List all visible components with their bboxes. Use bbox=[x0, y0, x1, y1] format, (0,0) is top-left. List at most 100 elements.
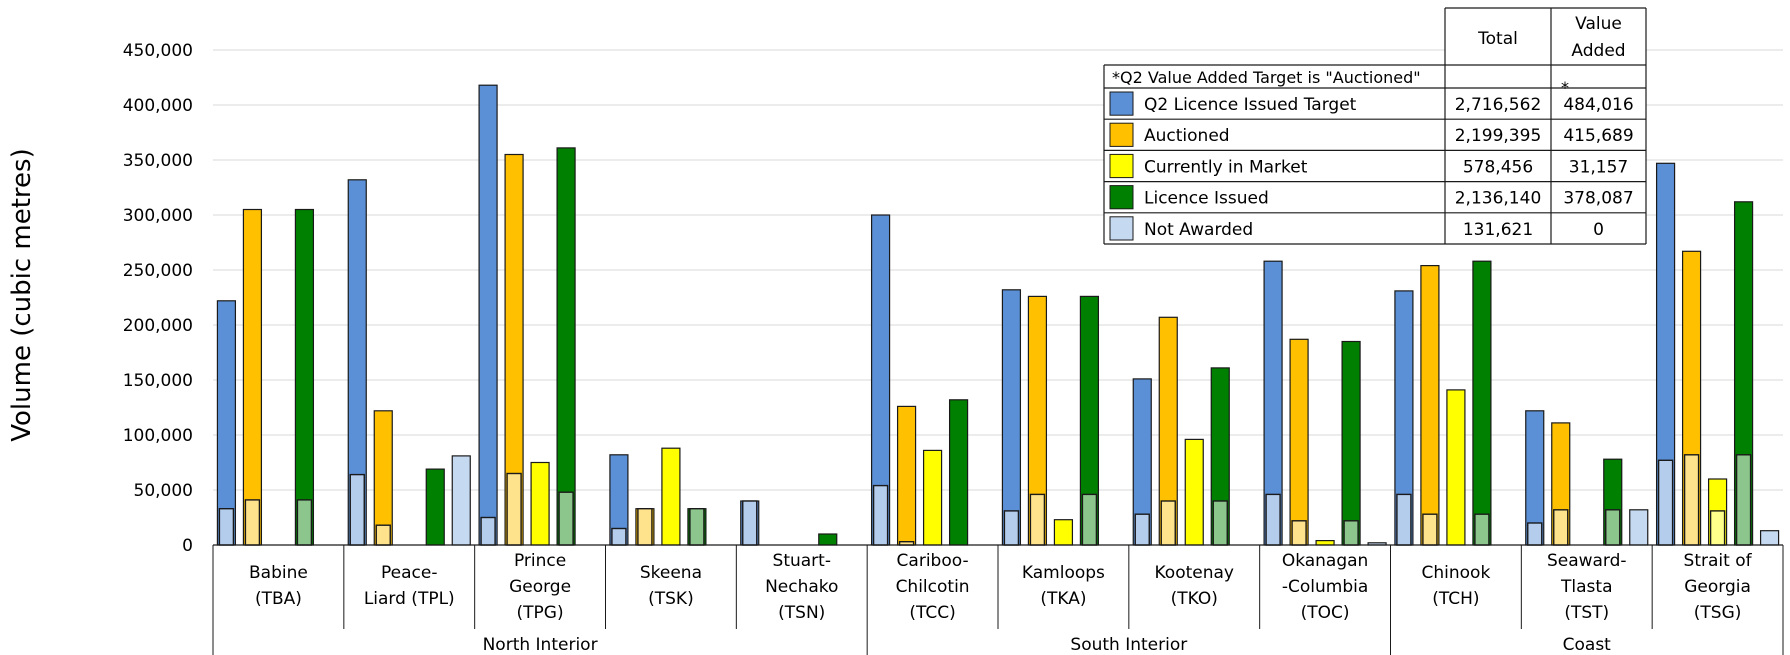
x-tick-label: Stuart- bbox=[773, 551, 831, 571]
x-tick-label: Kootenay bbox=[1155, 563, 1234, 583]
x-tick-label: (TBA) bbox=[255, 589, 302, 609]
bar bbox=[818, 533, 838, 546]
y-tick-label: 200,000 bbox=[123, 316, 193, 336]
value-added-bar bbox=[244, 499, 261, 546]
x-tick-label: (TKA) bbox=[1040, 589, 1086, 609]
bars bbox=[216, 84, 1780, 546]
x-tick-label: (TSN) bbox=[778, 603, 825, 623]
value-added-bar bbox=[1160, 500, 1176, 546]
y-tick-label: 0 bbox=[182, 536, 193, 556]
legend-col-added: Added bbox=[1571, 41, 1625, 61]
x-tick-label: Nechako bbox=[765, 577, 838, 597]
x-tick-label: Prince bbox=[514, 551, 566, 571]
y-tick-label: 400,000 bbox=[123, 96, 193, 116]
y-tick-label: 250,000 bbox=[123, 261, 193, 281]
value-added-bar bbox=[1422, 513, 1438, 546]
legend-value-added: 0 bbox=[1593, 220, 1604, 240]
value-added-bar bbox=[1003, 510, 1020, 546]
value-added-bar bbox=[1605, 509, 1621, 546]
value-added-bar bbox=[1553, 509, 1569, 546]
x-tick-label: Kamloops bbox=[1022, 563, 1105, 583]
value-added-bar bbox=[611, 527, 627, 546]
x-tick-label: (TOC) bbox=[1301, 603, 1350, 623]
value-added-bar bbox=[218, 508, 235, 546]
bar bbox=[661, 447, 681, 546]
x-tick-label: (TKO) bbox=[1171, 589, 1218, 609]
x-tick-label: Okanagan bbox=[1282, 551, 1369, 571]
bar bbox=[922, 449, 943, 546]
x-tick-label: Tlasta bbox=[1560, 577, 1612, 597]
x-tick-label: Babine bbox=[249, 563, 308, 583]
value-added-bar bbox=[1212, 500, 1228, 546]
y-axis-title: Volume (cubic metres) bbox=[7, 148, 37, 442]
bar bbox=[1420, 265, 1440, 546]
value-added-bar bbox=[375, 524, 391, 546]
y-tick-label: 300,000 bbox=[123, 206, 193, 226]
x-tick-label: Chilcotin bbox=[896, 577, 970, 597]
bar bbox=[294, 208, 315, 546]
value-added-bar bbox=[480, 516, 496, 546]
legend-label: Licence Issued bbox=[1144, 189, 1269, 209]
value-added-bar bbox=[1527, 522, 1543, 546]
legend-total: 2,199,395 bbox=[1455, 126, 1542, 146]
legend-col-value: Value bbox=[1575, 14, 1622, 34]
legend-value-added: 378,087 bbox=[1563, 189, 1633, 209]
value-added-bar bbox=[1683, 454, 1700, 546]
x-group-label: Coast bbox=[1563, 635, 1612, 655]
legend-swatch bbox=[1109, 153, 1134, 179]
value-added-bar bbox=[637, 508, 653, 546]
bar bbox=[1446, 389, 1466, 546]
legend-bg bbox=[1104, 65, 1646, 244]
value-added-bar bbox=[872, 484, 889, 546]
value-added-bar bbox=[558, 491, 574, 546]
bar bbox=[1629, 509, 1649, 546]
legend-label: Auctioned bbox=[1144, 126, 1230, 146]
legend-note-marker: * bbox=[1561, 78, 1569, 97]
legend-swatch bbox=[1109, 216, 1134, 241]
bar bbox=[948, 399, 969, 546]
bar bbox=[242, 208, 263, 546]
legend-value-added: 484,016 bbox=[1563, 95, 1633, 115]
bar bbox=[1289, 338, 1309, 546]
legend-swatch bbox=[1109, 122, 1134, 147]
bar bbox=[1184, 438, 1204, 546]
value-added-bar bbox=[1396, 493, 1412, 546]
bar bbox=[1053, 519, 1074, 546]
bar bbox=[1315, 539, 1335, 546]
value-added-bar bbox=[506, 472, 522, 546]
x-tick-label: Chinook bbox=[1422, 563, 1491, 583]
value-added-bar bbox=[1474, 513, 1490, 546]
x-tick-label: Cariboo- bbox=[897, 551, 969, 571]
bar bbox=[478, 84, 498, 546]
x-tick-label: (TPG) bbox=[517, 603, 564, 623]
bar bbox=[530, 461, 550, 546]
x-tick-label: Seaward- bbox=[1547, 551, 1627, 571]
legend-value-added: 415,689 bbox=[1563, 126, 1633, 146]
x-tick-label: Georgia bbox=[1684, 577, 1751, 597]
value-added-bar bbox=[1709, 510, 1726, 546]
bar bbox=[556, 147, 576, 546]
legend-swatch bbox=[1109, 185, 1134, 210]
x-tick-label: (TSK) bbox=[648, 589, 694, 609]
value-added-bar bbox=[1265, 493, 1281, 546]
value-added-bar bbox=[689, 508, 705, 546]
x-group-label: South Interior bbox=[1070, 635, 1187, 655]
bar bbox=[451, 455, 471, 546]
x-group-label: North Interior bbox=[483, 635, 598, 655]
legend-label: Q2 Licence Issued Target bbox=[1144, 95, 1357, 115]
bar bbox=[896, 405, 917, 546]
bar bbox=[425, 468, 445, 546]
x-tick-label: (TCC) bbox=[909, 603, 955, 623]
value-added-bar bbox=[296, 499, 313, 546]
x-tick-label: -Columbia bbox=[1282, 577, 1368, 597]
x-tick-label: George bbox=[509, 577, 571, 597]
value-added-bar bbox=[1291, 520, 1307, 546]
value-added-bar bbox=[1735, 454, 1752, 546]
y-axis-ticks: 0 50,000 100,000 150,000 200,000 250,000 300,0… bbox=[123, 41, 193, 556]
legend-label: Not Awarded bbox=[1144, 220, 1253, 240]
value-added-bar bbox=[349, 473, 365, 546]
legend-note: *Q2 Value Added Target is "Auctioned" bbox=[1112, 68, 1421, 87]
legend-total: 2,136,140 bbox=[1455, 189, 1542, 209]
bar bbox=[1472, 260, 1492, 546]
